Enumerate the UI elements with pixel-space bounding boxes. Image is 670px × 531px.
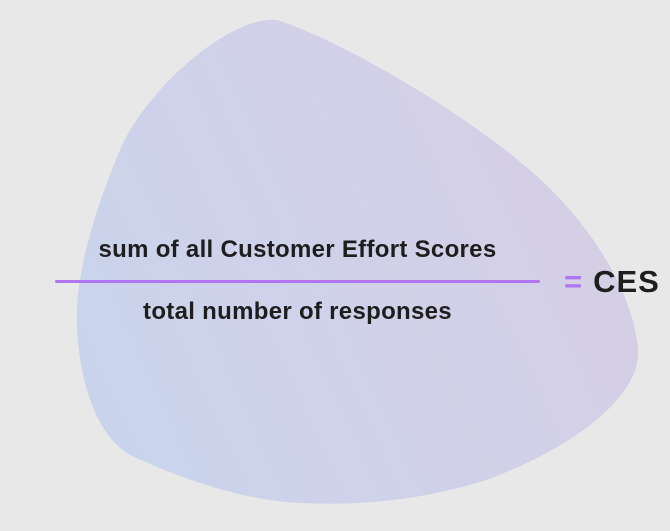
fraction-bar <box>55 280 540 283</box>
fraction: sum of all Customer Effort Scores total … <box>55 236 540 326</box>
blob-shape <box>76 19 639 504</box>
formula-result: CES <box>593 263 660 299</box>
formula-numerator: sum of all Customer Effort Scores <box>98 236 497 263</box>
ces-formula: sum of all Customer Effort Scores total … <box>55 236 660 326</box>
equals-sign: = <box>564 263 583 299</box>
formula-denominator: total number of responses <box>143 298 452 325</box>
